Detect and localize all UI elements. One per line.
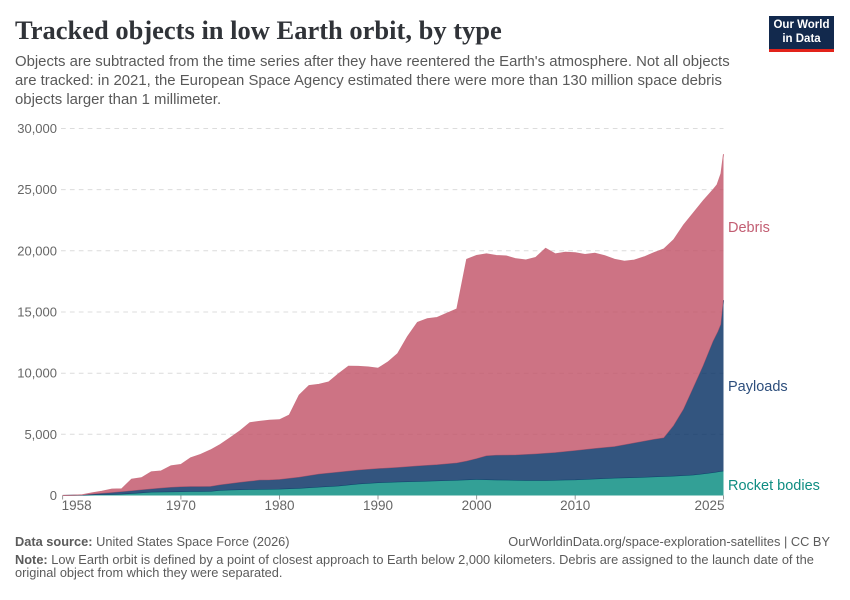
svg-text:1958: 1958 [62, 498, 92, 513]
svg-text:Debris: Debris [728, 220, 770, 236]
svg-text:20,000: 20,000 [17, 243, 57, 258]
svg-text:10,000: 10,000 [17, 366, 57, 381]
svg-text:15,000: 15,000 [17, 305, 57, 320]
svg-text:5,000: 5,000 [24, 427, 57, 442]
svg-text:30,000: 30,000 [17, 121, 57, 136]
svg-text:1980: 1980 [264, 498, 294, 513]
svg-text:2010: 2010 [560, 498, 590, 513]
svg-text:0: 0 [50, 488, 57, 503]
svg-text:Payloads: Payloads [728, 379, 788, 395]
svg-text:2025: 2025 [694, 498, 724, 513]
svg-text:25,000: 25,000 [17, 182, 57, 197]
svg-text:Rocket bodies: Rocket bodies [728, 478, 820, 494]
svg-text:2000: 2000 [462, 498, 492, 513]
svg-text:1970: 1970 [166, 498, 196, 513]
svg-text:1990: 1990 [363, 498, 393, 513]
